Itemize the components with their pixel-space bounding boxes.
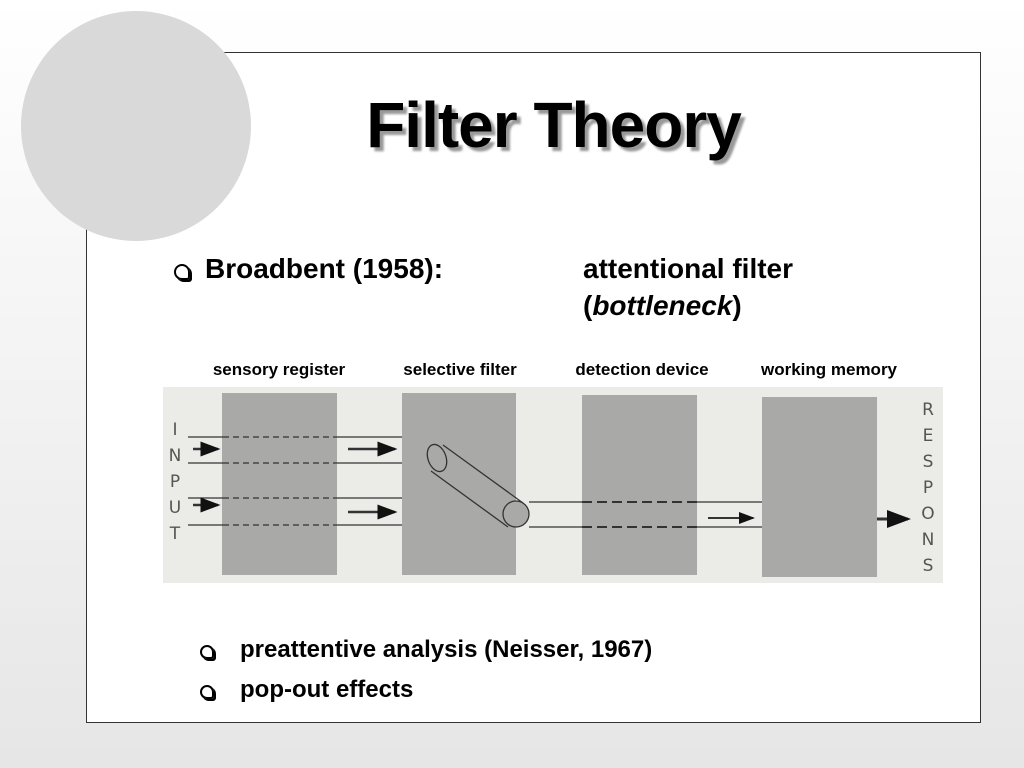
- figure-label: working memory: [760, 360, 898, 379]
- slide-title: Filter Theory: [366, 89, 742, 161]
- figure-label: selective filter: [403, 360, 517, 379]
- emphasis: bottleneck: [592, 290, 733, 321]
- bullet-text: attentional filter: [583, 253, 794, 284]
- filter-diagram: [163, 387, 943, 583]
- bullet-icon: [200, 645, 214, 659]
- bullet-text: (bottleneck): [583, 290, 742, 322]
- paren: (: [583, 290, 593, 321]
- decor-circle: [21, 11, 251, 241]
- input-label: INPUT: [165, 420, 185, 550]
- figure-label: sensory register: [212, 360, 346, 379]
- sub-bullet: pop-out effects: [240, 676, 414, 703]
- response-label: RESPONSE: [918, 400, 938, 583]
- stage-boxes: [222, 393, 877, 577]
- paren: ): [732, 290, 742, 321]
- channels: [188, 436, 911, 528]
- bullet-icon: [174, 264, 190, 280]
- bullet-icon: [200, 685, 214, 699]
- sub-bullet: preattentive analysis (Neisser, 1967): [240, 636, 653, 663]
- figure-label: detection device: [575, 360, 709, 379]
- bullet-label: Broadbent (1958):: [205, 253, 444, 284]
